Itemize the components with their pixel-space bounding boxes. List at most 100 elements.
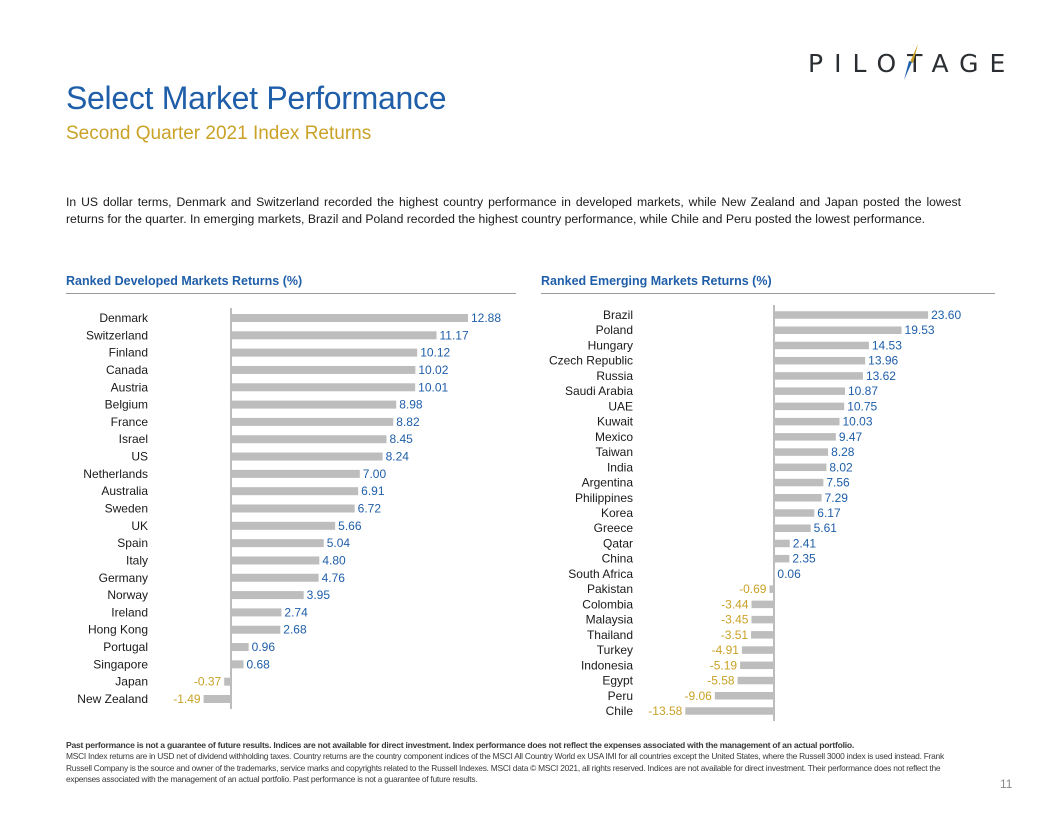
developed-bar xyxy=(231,521,336,530)
emerging-category-label: Taiwan xyxy=(596,445,633,459)
developed-value-label: 12.88 xyxy=(471,311,501,325)
emerging-bar xyxy=(774,356,866,365)
developed-bar xyxy=(231,331,437,340)
emerging-bar xyxy=(774,554,790,563)
emerging-category-label: Poland xyxy=(596,323,633,337)
developed-title-divider xyxy=(66,293,516,294)
developed-bar xyxy=(231,452,383,461)
emerging-category-label: Kuwait xyxy=(597,415,634,429)
emerging-value-label: 2.41 xyxy=(793,536,817,550)
developed-bar xyxy=(203,695,231,703)
developed-category-label: UK xyxy=(131,519,148,533)
emerging-category-label: Korea xyxy=(601,506,633,520)
developed-bar xyxy=(231,417,394,426)
emerging-category-label: Pakistan xyxy=(587,582,633,596)
emerging-bar xyxy=(774,341,869,350)
emerging-category-label: China xyxy=(602,552,634,566)
developed-value-label: 4.76 xyxy=(322,571,346,585)
emerging-value-label: 7.29 xyxy=(825,491,849,505)
developed-bar xyxy=(231,556,320,565)
emerging-bar xyxy=(774,448,829,456)
developed-category-label: Italy xyxy=(126,553,148,567)
page-number: 11 xyxy=(1000,777,1013,791)
emerging-category-label: Peru xyxy=(608,689,633,703)
emerging-bar xyxy=(751,631,774,639)
emerging-category-label: Russia xyxy=(596,369,633,383)
emerging-value-label: -4.91 xyxy=(712,643,740,657)
emerging-category-label: Greece xyxy=(594,521,634,535)
logo-compass-mark-icon xyxy=(904,44,918,80)
emerging-value-label: 8.28 xyxy=(831,445,855,459)
intro-paragraph: In US dollar terms, Denmark and Switzerl… xyxy=(66,195,961,227)
developed-value-label: 7.00 xyxy=(363,467,387,481)
emerging-bar xyxy=(774,402,845,411)
developed-value-label: 6.72 xyxy=(358,502,382,516)
emerging-value-label: 14.53 xyxy=(872,338,902,352)
developed-category-label: Germany xyxy=(99,571,148,585)
developed-bar xyxy=(231,625,281,634)
developed-category-label: Australia xyxy=(101,484,148,498)
developed-category-label: Denmark xyxy=(99,311,149,325)
developed-value-label: 5.66 xyxy=(338,519,362,533)
emerging-value-label: 10.03 xyxy=(842,415,872,429)
emerging-bar xyxy=(769,585,774,593)
page-subtitle: Second Quarter 2021 Index Returns xyxy=(66,123,372,144)
emerging-category-label: Hungary xyxy=(588,338,633,352)
emerging-bar xyxy=(774,326,902,334)
emerging-category-label: Argentina xyxy=(582,476,634,490)
emerging-value-label: 23.60 xyxy=(931,308,961,322)
developed-category-label: US xyxy=(131,450,148,464)
developed-bar xyxy=(231,314,468,322)
page-title: Select Market Performance xyxy=(66,80,447,116)
emerging-category-label: Brazil xyxy=(603,308,633,322)
developed-category-label: Singapore xyxy=(93,657,148,671)
emerging-category-label: Mexico xyxy=(595,430,633,444)
developed-value-label: 3.95 xyxy=(307,588,331,602)
developed-category-label: Belgium xyxy=(105,398,148,412)
emerging-bar xyxy=(737,676,774,685)
developed-bar xyxy=(231,573,319,582)
developed-category-label: Norway xyxy=(107,588,148,602)
emerging-bar xyxy=(751,615,774,624)
emerging-value-label: -3.44 xyxy=(721,597,749,611)
developed-category-label: Canada xyxy=(106,363,148,377)
emerging-value-label: 13.62 xyxy=(866,369,896,383)
emerging-category-label: Indonesia xyxy=(581,658,633,672)
developed-value-label: 0.96 xyxy=(252,640,276,654)
developed-bar xyxy=(231,660,244,669)
emerging-category-label: Saudi Arabia xyxy=(565,384,633,398)
developed-category-label: Finland xyxy=(109,346,148,360)
emerging-bar xyxy=(774,311,929,319)
emerging-bar xyxy=(685,707,774,715)
developed-value-label: 11.17 xyxy=(440,328,469,342)
emerging-value-label: -9.06 xyxy=(684,689,712,703)
developed-value-label: 0.68 xyxy=(247,657,271,671)
emerging-category-label: India xyxy=(607,460,633,474)
developed-value-label: 5.04 xyxy=(327,536,351,550)
emerging-category-label: Turkey xyxy=(597,643,633,657)
pilotage-logo: PILOTAGE xyxy=(808,44,1016,80)
emerging-bar xyxy=(774,372,863,380)
emerging-category-label: Chile xyxy=(606,704,634,718)
developed-bar xyxy=(231,591,304,600)
emerging-bar xyxy=(774,478,824,487)
emerging-category-label: Czech Republic xyxy=(549,354,633,368)
developed-bar xyxy=(231,365,416,374)
developed-value-label: 2.68 xyxy=(283,623,307,637)
emerging-value-label: 7.56 xyxy=(826,476,850,490)
emerging-category-label: Egypt xyxy=(602,674,633,688)
developed-category-label: Ireland xyxy=(111,605,148,619)
emerging-bar xyxy=(774,570,775,578)
developed-value-label: 10.12 xyxy=(420,346,450,360)
emerging-bar xyxy=(741,646,774,654)
developed-value-label: 10.01 xyxy=(418,380,448,394)
developed-bar xyxy=(231,400,397,409)
developed-value-label: 4.80 xyxy=(322,553,346,567)
emerging-bar xyxy=(774,387,845,395)
developed-category-label: New Zealand xyxy=(77,692,148,706)
developed-bar xyxy=(231,348,418,357)
emerging-value-label: 9.47 xyxy=(839,430,863,444)
developed-category-label: Spain xyxy=(117,536,148,550)
emerging-bar xyxy=(740,661,774,670)
